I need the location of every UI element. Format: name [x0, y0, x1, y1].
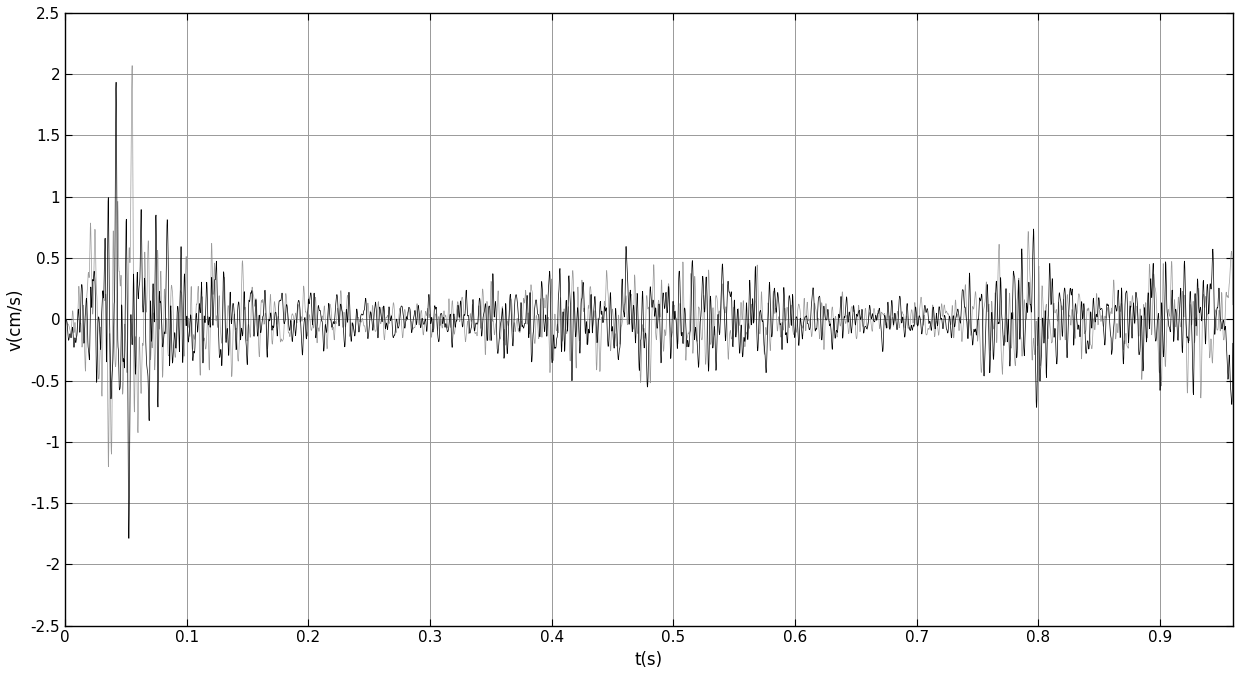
X-axis label: t(s): t(s) [635, 651, 663, 669]
Y-axis label: v(cm/s): v(cm/s) [7, 288, 25, 351]
